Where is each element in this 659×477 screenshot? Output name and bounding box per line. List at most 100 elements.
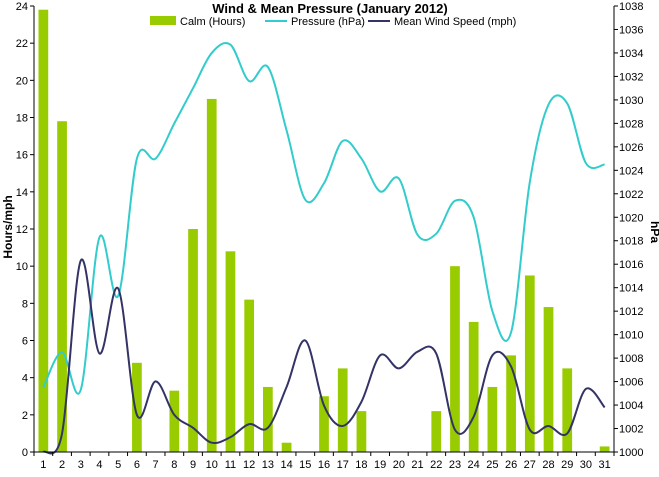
x-tick-label: 9 [190, 459, 196, 471]
left-tick-label: 4 [22, 373, 28, 385]
calm-bar-17 [337, 368, 348, 453]
right-tick-label: 1016 [619, 259, 643, 271]
x-tick-label: 16 [318, 459, 330, 471]
right-tick-label: 1026 [619, 142, 643, 154]
x-tick-label: 24 [468, 459, 480, 471]
calm-bar-16 [319, 396, 329, 452]
calm-bar-11 [225, 251, 236, 452]
right-tick-label: 1030 [619, 95, 643, 107]
legend-label: Pressure (hPa) [291, 16, 365, 28]
left-tick-label: 12 [16, 224, 28, 236]
calm-bar-14 [281, 442, 292, 452]
left-tick-label: 22 [16, 38, 28, 50]
calm-bar-25 [487, 386, 498, 452]
left-tick-label: 14 [16, 187, 28, 199]
calm-bar-1 [38, 9, 49, 452]
right-tick-label: 1012 [619, 306, 643, 318]
legend-entry: Pressure (hPa) [265, 16, 365, 28]
legend-entry: Calm (Hours) [150, 16, 245, 28]
legend: Calm (Hours) Pressure (hPa) Mean Wind Spee… [150, 16, 516, 28]
x-tick-label: 19 [374, 459, 386, 471]
x-tick-label: 15 [299, 459, 311, 471]
right-tick-label: 1014 [619, 283, 643, 295]
x-tick-label: 4 [96, 459, 102, 471]
x-tick-label: 8 [171, 459, 177, 471]
legend-label: Calm (Hours) [180, 16, 245, 28]
left-tick-label: 20 [16, 75, 28, 87]
left-axis-title: Hours/mph [1, 195, 15, 258]
calm-bar-10 [206, 98, 217, 453]
legend-swatch [150, 16, 176, 25]
right-tick-label: 1000 [619, 447, 643, 459]
left-tick-label: 6 [22, 336, 28, 348]
x-tick-label: 7 [153, 459, 159, 471]
x-tick-label: 22 [430, 459, 442, 471]
x-tick-label: 31 [599, 459, 611, 471]
right-tick-label: 1024 [619, 165, 643, 177]
left-tick-label: 10 [16, 261, 28, 273]
x-tick-label: 29 [561, 459, 573, 471]
right-tick-label: 1034 [619, 48, 643, 60]
x-tick-label: 18 [355, 459, 367, 471]
right-axis-title: hPa [648, 221, 659, 243]
left-tick-label: 8 [22, 298, 28, 310]
calm-bar-2 [57, 121, 67, 452]
right-tick-label: 1006 [619, 377, 643, 389]
calm-bar-18 [356, 411, 367, 452]
left-tick-label: 0 [22, 447, 28, 459]
calm-bar-9 [188, 229, 198, 452]
pressure-line [42, 42, 605, 395]
x-tick-label: 12 [243, 459, 255, 471]
calm-bar-27 [524, 275, 535, 452]
right-tick-label: 1038 [619, 1, 643, 13]
calm-bar-23 [450, 266, 460, 452]
right-tick-label: 1004 [619, 400, 643, 412]
right-tick-label: 1010 [619, 330, 643, 342]
right-tick-label: 1028 [619, 118, 643, 130]
right-tick-label: 1008 [619, 353, 643, 365]
right-tick-label: 1002 [619, 424, 643, 436]
x-tick-label: 14 [280, 459, 292, 471]
calm-bar-8 [169, 390, 180, 452]
x-tick-label: 17 [337, 459, 349, 471]
calm-bar-31 [599, 446, 610, 452]
x-tick-label: 6 [134, 459, 140, 471]
x-tick-label: 23 [449, 459, 461, 471]
x-tick-label: 26 [505, 459, 517, 471]
left-tick-label: 2 [22, 410, 28, 422]
calm-bar-13 [263, 386, 273, 452]
x-tick-label: 3 [78, 459, 84, 471]
left-tick-label: 16 [16, 150, 28, 162]
x-tick-label: 1 [40, 459, 46, 471]
x-tick-label: 28 [542, 459, 554, 471]
calm-bar-6 [132, 362, 142, 452]
axes: 0246810121416182022241000100210041006100… [16, 1, 644, 471]
x-tick-label: 11 [225, 459, 236, 471]
legend-entry: Mean Wind Speed (mph) [368, 16, 516, 28]
mean-wind-speed-line [42, 258, 606, 455]
calm-bar-12 [244, 299, 255, 452]
x-tick-label: 10 [206, 459, 218, 471]
x-tick-label: 2 [59, 459, 65, 471]
chart-title: Wind & Mean Pressure (January 2012) [212, 1, 447, 16]
x-tick-label: 25 [486, 459, 498, 471]
left-tick-label: 18 [16, 113, 28, 125]
x-tick-label: 5 [115, 459, 121, 471]
right-tick-label: 1022 [619, 189, 643, 201]
x-tick-label: 13 [262, 459, 274, 471]
calm-bar-28 [543, 307, 554, 452]
left-tick-label: 24 [16, 1, 28, 13]
calm-bar-24 [468, 321, 479, 452]
right-tick-label: 1018 [619, 236, 643, 248]
right-tick-label: 1032 [619, 71, 643, 83]
legend-label: Mean Wind Speed (mph) [394, 16, 516, 28]
right-tick-label: 1036 [619, 24, 643, 36]
calm-bar-22 [431, 411, 442, 452]
x-tick-label: 27 [524, 459, 536, 471]
calm-bar-26 [506, 355, 516, 452]
right-tick-label: 1020 [619, 212, 643, 224]
x-tick-label: 30 [580, 459, 592, 471]
x-tick-label: 20 [393, 459, 405, 471]
line-series [42, 42, 606, 455]
